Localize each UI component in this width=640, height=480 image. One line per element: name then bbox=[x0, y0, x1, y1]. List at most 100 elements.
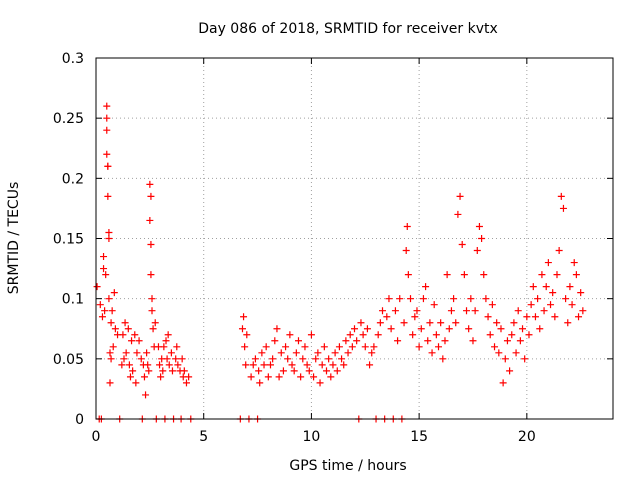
data-point bbox=[467, 295, 475, 303]
data-point bbox=[439, 355, 447, 363]
data-point bbox=[422, 283, 430, 291]
data-point bbox=[111, 325, 119, 333]
data-point bbox=[103, 102, 111, 110]
data-point bbox=[185, 373, 193, 381]
data-point bbox=[275, 373, 283, 381]
data-point bbox=[251, 355, 259, 363]
data-point bbox=[547, 301, 555, 309]
data-point bbox=[480, 271, 488, 279]
data-point bbox=[129, 367, 137, 375]
data-point bbox=[148, 295, 156, 303]
data-point bbox=[148, 307, 156, 315]
data-point bbox=[318, 361, 326, 369]
data-point bbox=[456, 192, 464, 200]
data-point bbox=[303, 361, 311, 369]
data-point bbox=[383, 313, 391, 321]
data-point bbox=[273, 325, 281, 333]
data-point bbox=[105, 228, 113, 236]
data-point bbox=[93, 283, 101, 291]
data-point bbox=[132, 379, 140, 387]
data-point bbox=[557, 192, 565, 200]
data-point bbox=[391, 307, 399, 315]
data-point bbox=[329, 361, 337, 369]
data-point bbox=[260, 361, 268, 369]
data-point bbox=[452, 319, 460, 327]
data-point bbox=[160, 343, 168, 351]
data-point bbox=[385, 295, 393, 303]
data-point bbox=[348, 343, 356, 351]
data-point bbox=[264, 373, 272, 381]
data-point bbox=[450, 295, 458, 303]
data-point bbox=[577, 289, 585, 297]
data-point bbox=[279, 367, 287, 375]
x-tick-label: 15 bbox=[410, 429, 428, 445]
data-point bbox=[493, 319, 501, 327]
data-point bbox=[495, 349, 503, 357]
data-points bbox=[93, 102, 587, 423]
data-point bbox=[96, 301, 104, 309]
data-point bbox=[475, 222, 483, 230]
data-point bbox=[312, 355, 320, 363]
data-point bbox=[147, 192, 155, 200]
data-point bbox=[271, 337, 279, 345]
data-point bbox=[108, 307, 116, 315]
data-point bbox=[443, 271, 451, 279]
data-point bbox=[379, 307, 387, 315]
data-point bbox=[499, 379, 507, 387]
data-point bbox=[101, 307, 109, 315]
data-point bbox=[178, 355, 186, 363]
data-point bbox=[344, 349, 352, 357]
data-point bbox=[497, 325, 505, 333]
data-point bbox=[118, 361, 126, 369]
data-point bbox=[159, 367, 167, 375]
data-point bbox=[172, 355, 180, 363]
data-point bbox=[419, 295, 427, 303]
data-point bbox=[128, 337, 136, 345]
x-tick-label: 10 bbox=[303, 429, 321, 445]
data-point bbox=[103, 126, 111, 134]
data-point bbox=[135, 337, 143, 345]
data-point bbox=[174, 361, 182, 369]
data-point bbox=[119, 331, 127, 339]
data-point bbox=[120, 355, 128, 363]
data-point bbox=[357, 319, 365, 327]
data-point bbox=[491, 343, 499, 351]
data-point bbox=[519, 325, 527, 333]
data-point bbox=[164, 331, 172, 339]
data-point bbox=[351, 325, 358, 333]
data-point bbox=[249, 361, 257, 369]
data-point bbox=[508, 331, 516, 339]
y-tick-label: 0.25 bbox=[53, 111, 84, 127]
data-point bbox=[430, 301, 438, 309]
data-point bbox=[424, 337, 432, 345]
data-point bbox=[125, 361, 133, 369]
data-point bbox=[165, 361, 173, 369]
data-point bbox=[525, 331, 533, 339]
data-point bbox=[331, 349, 339, 357]
data-point bbox=[342, 337, 350, 345]
data-point bbox=[404, 271, 412, 279]
data-point bbox=[258, 349, 266, 357]
data-point bbox=[242, 361, 250, 369]
y-tick-label: 0 bbox=[75, 412, 84, 428]
data-point bbox=[363, 325, 371, 333]
data-point bbox=[107, 355, 115, 363]
data-point bbox=[107, 319, 115, 327]
data-point bbox=[503, 337, 511, 345]
data-point bbox=[486, 331, 494, 339]
data-point bbox=[100, 253, 108, 261]
data-point bbox=[445, 325, 453, 333]
data-point bbox=[540, 307, 548, 315]
data-point bbox=[463, 307, 471, 315]
data-point bbox=[340, 361, 348, 369]
data-point bbox=[338, 355, 346, 363]
data-point bbox=[314, 349, 322, 357]
data-point bbox=[305, 367, 313, 375]
data-point bbox=[131, 331, 139, 339]
data-point bbox=[102, 271, 110, 279]
data-point bbox=[460, 271, 468, 279]
data-point bbox=[572, 271, 580, 279]
data-point bbox=[396, 295, 404, 303]
x-axis-ticks: 0 5 10 15 20 bbox=[92, 58, 536, 445]
data-point bbox=[506, 367, 514, 375]
